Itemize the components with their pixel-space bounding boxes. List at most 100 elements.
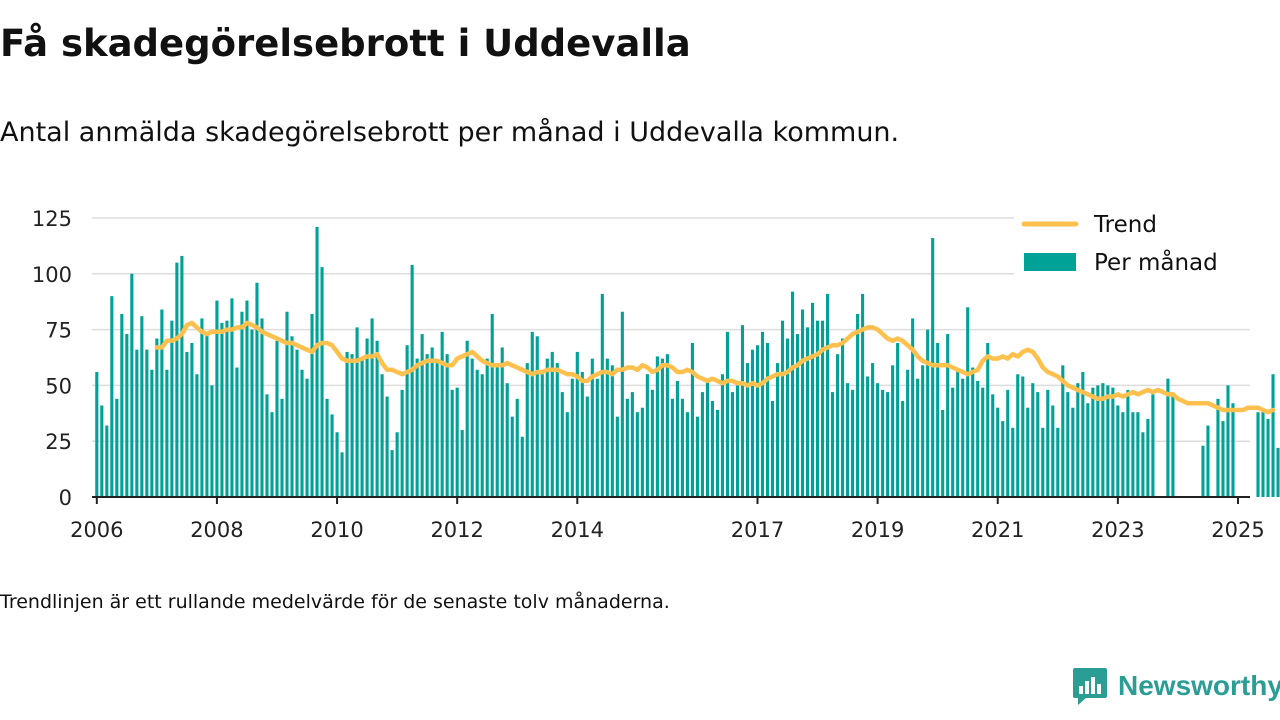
- bar: [1111, 387, 1115, 497]
- x-tick-label: 2006: [70, 518, 123, 542]
- bar: [420, 334, 424, 497]
- bar: [710, 401, 714, 497]
- bar: [655, 356, 659, 497]
- bar: [350, 354, 354, 497]
- bar: [140, 316, 144, 497]
- bar: [390, 450, 394, 497]
- bar: [1116, 405, 1120, 497]
- bar: [260, 318, 264, 497]
- bar: [215, 300, 219, 497]
- bar: [430, 347, 434, 497]
- bar: [535, 336, 539, 497]
- bar: [195, 374, 199, 497]
- legend: Trend Per månad: [1014, 205, 1250, 285]
- brand[interactable]: Newsworthy: [1072, 666, 1280, 706]
- bar: [750, 349, 755, 497]
- bar: [881, 389, 885, 497]
- bar: [605, 358, 609, 497]
- bar: [1266, 418, 1270, 497]
- bar: [856, 313, 860, 497]
- bar: [740, 325, 745, 497]
- bar: [1091, 387, 1095, 497]
- bar: [190, 342, 194, 497]
- trend-layer: [154, 320, 1276, 415]
- bar: [1046, 389, 1050, 497]
- legend-bar-swatch: [1024, 253, 1076, 271]
- bar: [105, 425, 109, 497]
- bar: [375, 340, 379, 497]
- bar: [685, 412, 689, 497]
- bar: [345, 351, 349, 497]
- chart-subtitle: Antal anmälda skadegörelsebrott per måna…: [0, 117, 900, 148]
- bar: [415, 358, 419, 497]
- bar: [961, 378, 965, 497]
- bar: [530, 331, 534, 497]
- bar: [270, 412, 274, 497]
- bar: [1121, 412, 1125, 497]
- legend-trend-label: Trend: [1093, 212, 1157, 238]
- chart: 0 25 50 75 100 125 2006 2008 2010 2012 2014 2017 201…: [32, 205, 1280, 542]
- bar: [816, 320, 820, 497]
- bar: [505, 383, 509, 497]
- bar: [1106, 385, 1110, 497]
- bar: [1261, 412, 1265, 497]
- bar: [1031, 383, 1035, 497]
- bar: [981, 387, 985, 497]
- bar: [790, 291, 795, 497]
- bar: [315, 226, 319, 498]
- bar: [1036, 392, 1040, 497]
- bar: [831, 392, 835, 497]
- bar: [170, 320, 174, 497]
- bar: [470, 358, 474, 497]
- y-tick-label: 125: [32, 207, 72, 231]
- bar: [290, 336, 294, 497]
- bar: [1076, 383, 1080, 497]
- trend-line: [154, 320, 1276, 415]
- bar: [680, 398, 684, 497]
- bar: [220, 322, 224, 497]
- bar: [500, 347, 504, 497]
- bar: [836, 354, 840, 497]
- bar: [425, 354, 429, 497]
- bar: [735, 385, 740, 497]
- bar: [670, 398, 674, 497]
- bar: [765, 342, 770, 497]
- bar: [595, 378, 599, 497]
- bar: [846, 383, 850, 497]
- bar: [1271, 374, 1275, 497]
- bar: [455, 387, 459, 497]
- chart-title: Få skadegörelsebrott i Uddevalla: [0, 22, 691, 65]
- bar: [400, 389, 404, 497]
- bar: [210, 385, 214, 497]
- bar: [555, 363, 559, 497]
- bar: [150, 369, 154, 497]
- bar: [1096, 385, 1100, 497]
- bar: [320, 267, 324, 497]
- bar: [715, 409, 719, 497]
- bar: [130, 273, 134, 497]
- bar: [901, 401, 905, 497]
- bar: [630, 392, 634, 497]
- axis-layer: 0 25 50 75 100 125 2006 2008 2010 2012 2014 2017 201…: [32, 207, 1265, 542]
- bar: [570, 378, 574, 497]
- bar: [1051, 405, 1055, 497]
- bar: [1066, 392, 1070, 497]
- bar: [861, 293, 865, 497]
- bar: [285, 311, 289, 497]
- bar: [770, 401, 775, 497]
- bar: [1101, 383, 1105, 497]
- x-tick-label: 2021: [971, 518, 1024, 542]
- bar: [690, 342, 694, 497]
- newsworthy-logo-icon: [1073, 668, 1107, 705]
- bar: [295, 349, 299, 497]
- bar: [705, 380, 709, 497]
- bar: [360, 358, 364, 497]
- bar: [1126, 389, 1130, 497]
- x-tick-label: 2008: [190, 518, 243, 542]
- bar: [1016, 374, 1020, 497]
- bar: [1221, 421, 1225, 497]
- bar: [125, 334, 129, 497]
- bar: [1136, 412, 1140, 497]
- bar: [200, 318, 204, 497]
- bar: [225, 320, 229, 497]
